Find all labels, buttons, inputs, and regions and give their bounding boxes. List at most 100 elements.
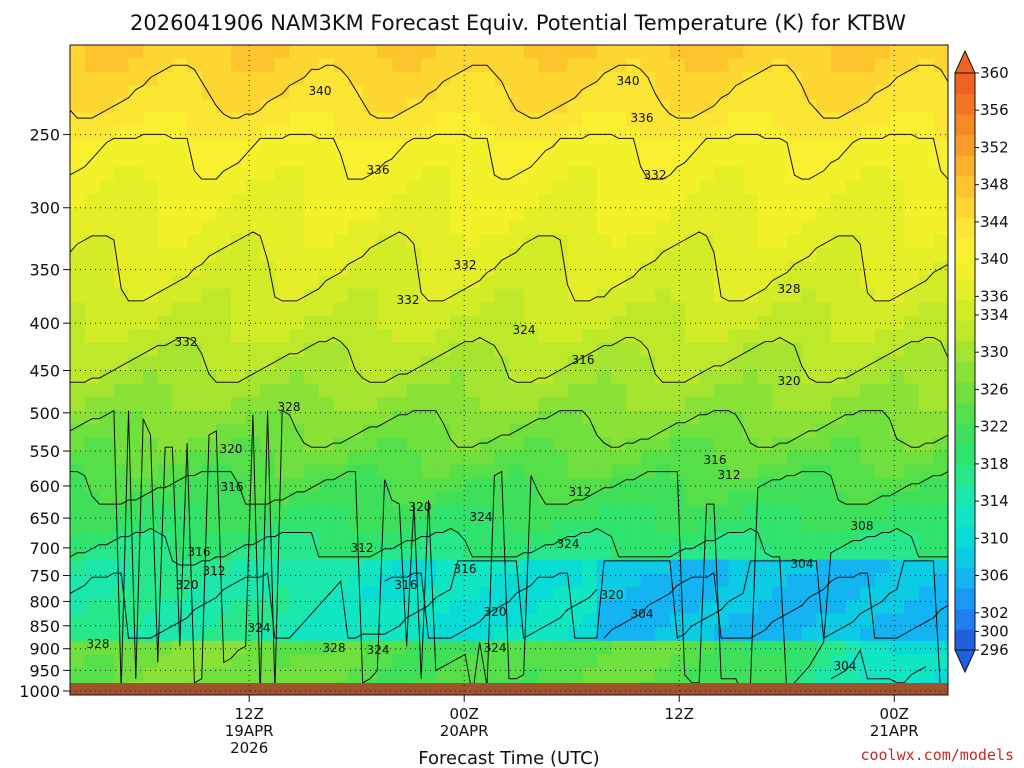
field-cell [830, 329, 847, 344]
field-cell [304, 234, 320, 249]
field-cell [743, 221, 759, 236]
field-cell [538, 221, 554, 236]
field-cell [830, 573, 847, 588]
field-cell [874, 275, 890, 290]
y-tick-label: 700 [29, 539, 60, 558]
field-cell [216, 302, 232, 317]
field-cell [187, 410, 203, 425]
field-cell [713, 302, 730, 317]
field-cell [640, 261, 656, 276]
field-cell [187, 221, 203, 236]
field-cell [640, 288, 656, 303]
field-cell [406, 248, 422, 263]
field-cell [567, 221, 583, 236]
field-cell [509, 315, 525, 330]
field-cell [70, 397, 86, 412]
field-cell [772, 410, 788, 425]
field-cell [509, 410, 525, 425]
field-cell [304, 248, 320, 263]
field-cell [406, 519, 422, 534]
field-cell [406, 180, 422, 195]
field-cell [70, 45, 86, 60]
field-cell [728, 546, 744, 561]
field-cell [567, 99, 583, 114]
field-cell [757, 627, 773, 642]
field-cell [333, 234, 349, 249]
field-cell [699, 329, 715, 344]
field-cell [172, 126, 188, 141]
field-cell [933, 397, 948, 412]
field-cell [626, 464, 642, 479]
field-cell [801, 315, 817, 330]
field-cell [99, 153, 115, 168]
field-cell [479, 519, 495, 534]
field-cell [377, 464, 393, 479]
field-cell [567, 112, 583, 127]
field-cell [289, 437, 305, 452]
field-cell [172, 370, 188, 385]
field-cell [201, 627, 217, 642]
field-cell [670, 451, 686, 466]
field-cell [421, 424, 437, 439]
field-cell [333, 667, 349, 682]
field-cell [567, 464, 583, 479]
field-cell [216, 342, 232, 357]
field-cell [216, 194, 232, 209]
field-cell [787, 153, 803, 168]
field-cell [509, 153, 525, 168]
field-cell [772, 329, 788, 344]
field-cell [84, 478, 100, 493]
field-cell [816, 99, 832, 114]
field-cell [406, 478, 422, 493]
field-cell [787, 139, 803, 154]
field-cell [113, 194, 130, 209]
colorbar-segment [955, 382, 975, 404]
field-cell [582, 221, 598, 236]
contour-label: 328 [87, 637, 110, 651]
field-cell [274, 383, 291, 398]
field-cell [933, 586, 948, 601]
field-cell [918, 532, 934, 547]
field-cell [860, 559, 876, 574]
field-cell [801, 288, 817, 303]
field-cell [494, 207, 510, 222]
field-cell [172, 234, 188, 249]
field-cell [743, 437, 759, 452]
colorbar-segment [955, 93, 975, 115]
field-cell [333, 302, 349, 317]
field-cell [318, 72, 334, 87]
field-cell [655, 58, 671, 73]
field-cell [377, 667, 393, 682]
field-cell [289, 356, 305, 371]
field-cell [421, 573, 437, 588]
field-cell [362, 573, 378, 588]
field-cell [289, 45, 305, 60]
field-cell [757, 58, 773, 73]
field-cell [904, 248, 920, 263]
field-cell [655, 667, 671, 682]
field-cell [816, 153, 832, 168]
field-cell [274, 58, 291, 73]
field-cell [772, 166, 788, 181]
field-cell [684, 654, 700, 669]
field-cell [655, 234, 671, 249]
field-cell [128, 275, 144, 290]
field-cell [567, 546, 583, 561]
field-cell [728, 505, 744, 520]
field-cell [640, 505, 656, 520]
field-cell [801, 221, 817, 236]
field-cell [421, 383, 437, 398]
field-cell [99, 627, 115, 642]
field-cell [552, 410, 569, 425]
x-tick-label: 20APR [440, 722, 489, 740]
contour-label: 312 [351, 541, 374, 555]
field-cell [318, 288, 334, 303]
field-cell [830, 153, 847, 168]
field-cell [128, 464, 144, 479]
field-cell [684, 99, 700, 114]
field-cell [845, 397, 861, 412]
field-cell [348, 519, 364, 534]
field-cell [318, 315, 334, 330]
field-cell [274, 275, 291, 290]
field-cell [552, 139, 569, 154]
